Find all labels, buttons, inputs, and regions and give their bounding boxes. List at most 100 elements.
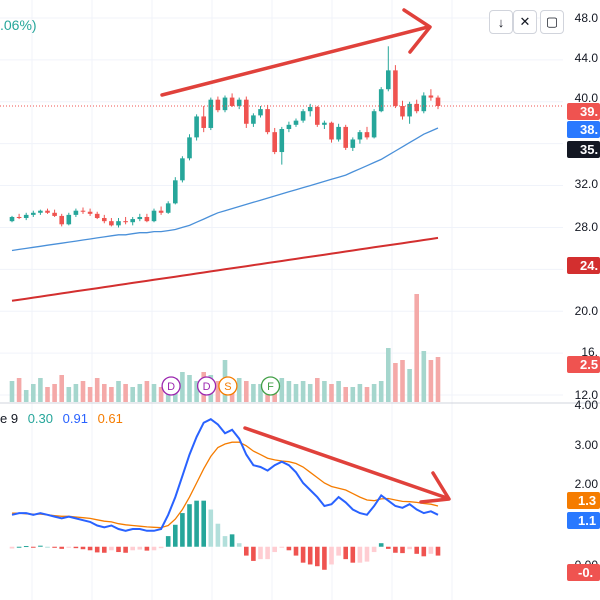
event-marker-icon: [196, 376, 217, 396]
macd-histogram-bar: [293, 546, 299, 556]
macd-value-badge: [567, 492, 600, 509]
macd-histogram-bar: [16, 546, 22, 548]
macd-histogram-bar: [279, 546, 285, 548]
macd-histogram-bar: [386, 546, 391, 549]
macd-histogram-bar: [300, 546, 306, 563]
arrow-down-icon[interactable]: ↓: [489, 10, 513, 34]
candle-body: [137, 216, 143, 220]
macd-histogram-bar: [265, 546, 270, 560]
volume-bar: [158, 387, 164, 402]
macd-histogram-bar: [102, 546, 107, 553]
macd-histogram-bar: [144, 546, 150, 551]
candle-body: [322, 122, 327, 125]
volume-bar: [201, 372, 206, 402]
macd-histogram-bar: [215, 523, 221, 547]
price-axis-label: 40.0: [575, 91, 599, 105]
candle-body: [386, 70, 391, 90]
macd-histogram-bar: [109, 546, 114, 551]
collapse-icon[interactable]: ✕: [513, 10, 537, 34]
event-marker-label: S: [224, 381, 231, 393]
macd-histogram-bar: [307, 546, 313, 565]
candle-body: [16, 216, 22, 219]
macd-histogram-bar: [357, 546, 363, 563]
candle-body: [9, 216, 15, 222]
candle-body: [293, 120, 299, 125]
macd-histogram-bar: [130, 546, 135, 551]
volume-bar: [265, 387, 270, 402]
macd-histogram-bar: [322, 546, 327, 570]
volume-bar: [165, 384, 171, 402]
event-marker-icon: [161, 376, 181, 396]
macd-histogram-bar: [400, 546, 405, 554]
volume-bar: [244, 381, 249, 402]
macd-histogram-bar: [94, 546, 100, 553]
volume-bar: [215, 381, 221, 402]
volume-bar: [236, 378, 242, 402]
macd-histogram-bar: [194, 500, 199, 547]
candle-body: [236, 99, 242, 106]
macd-histogram-bar: [173, 524, 178, 547]
macd-histogram-bar: [336, 546, 341, 556]
volume-bar: [350, 387, 356, 402]
macd-legend-prefix: e 9: [0, 411, 19, 426]
macd-signal-line: [12, 441, 439, 529]
volume-bar: [23, 390, 29, 402]
price-axis-label: 20.0: [575, 304, 599, 318]
volume-bar: [80, 381, 86, 402]
price-badge: [567, 121, 600, 138]
candle-body: [66, 214, 72, 225]
volume-bar: [272, 384, 277, 402]
volume-bar: [173, 378, 178, 402]
macd-histogram-bar: [371, 546, 377, 553]
candle-body: [414, 103, 419, 112]
candle-body: [244, 99, 249, 124]
candle-body: [258, 109, 263, 116]
volume-bar: [414, 294, 419, 402]
candle-body: [350, 139, 356, 148]
candle-body: [393, 70, 398, 106]
volume-bar: [386, 348, 391, 402]
macd-value-badge-text: -0.: [578, 565, 593, 580]
candle-body: [201, 116, 206, 128]
macd-histogram-bar: [45, 546, 50, 548]
candle-body: [378, 89, 384, 112]
macd-value-badge: [567, 564, 600, 581]
macd-value-badge: [567, 512, 600, 529]
price-badge-text: 35.: [580, 142, 598, 157]
candle-body: [421, 95, 427, 112]
trend-arrow-up: [160, 25, 430, 97]
price-axis-label: 28.0: [575, 220, 599, 234]
macd-histogram-bar: [407, 546, 412, 550]
ma-fast-line: [11, 127, 439, 252]
volume-bar: [428, 360, 434, 402]
macd-histogram-bar: [151, 546, 157, 551]
candle-body: [400, 105, 405, 117]
volume-bar: [251, 384, 256, 402]
candle-body: [251, 115, 256, 124]
price-badge-text: 38.: [580, 122, 598, 137]
volume-bar: [322, 381, 327, 402]
candle-body: [158, 210, 164, 213]
volume-bar: [421, 351, 427, 402]
macd-histogram-bar: [80, 546, 86, 550]
candle-body: [23, 214, 29, 219]
macd-histogram-bar: [378, 543, 384, 547]
price-axis-label: 44.0: [575, 51, 599, 65]
macd-histogram-bar: [187, 504, 192, 547]
macd-histogram-bar: [123, 546, 128, 553]
fullscreen-icon[interactable]: ▢: [540, 10, 564, 34]
macd-histogram-bar: [229, 534, 235, 547]
candle-body: [73, 210, 79, 215]
macd-axis-label: 4.00: [575, 398, 599, 412]
price-badge-text: 24.: [580, 258, 598, 273]
volume-bar: [364, 387, 370, 402]
candle-body: [428, 95, 434, 98]
candle-body: [343, 126, 348, 148]
candle-body: [180, 158, 185, 181]
volume-bar: [194, 381, 199, 402]
event-marker-icon: [218, 376, 238, 396]
macd-axis-label: 0.00: [575, 558, 599, 572]
candle-body: [109, 221, 114, 226]
volume-bar: [16, 378, 22, 402]
